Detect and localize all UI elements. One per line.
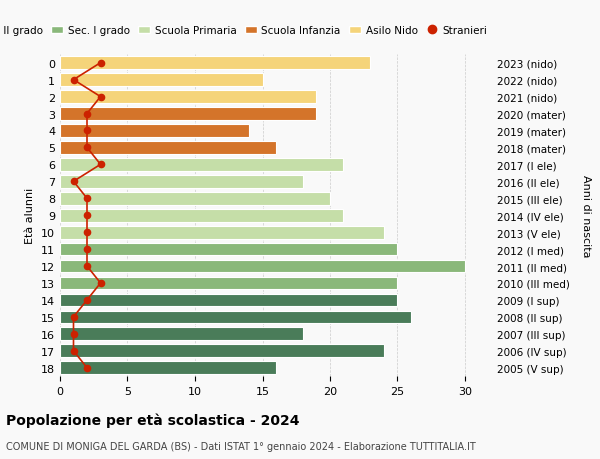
Bar (60, 91, 317, 104)
Bar (60, 226, 384, 239)
Bar (60, 345, 384, 358)
Bar (60, 209, 343, 222)
Bar (60, 175, 303, 188)
Bar (60, 260, 465, 273)
Bar (60, 159, 343, 171)
Bar (60, 277, 397, 290)
Bar (60, 108, 317, 121)
Bar (60, 243, 397, 256)
Y-axis label: Anni di nascita: Anni di nascita (581, 174, 591, 257)
Bar (60, 362, 276, 374)
Bar (60, 74, 263, 87)
Bar (60, 294, 397, 307)
Legend: Sec. II grado, Sec. I grado, Scuola Primaria, Scuola Infanzia, Asilo Nido, Stran: Sec. II grado, Sec. I grado, Scuola Prim… (0, 22, 491, 40)
Text: COMUNE DI MONIGA DEL GARDA (BS) - Dati ISTAT 1° gennaio 2024 - Elaborazione TUTT: COMUNE DI MONIGA DEL GARDA (BS) - Dati I… (6, 441, 476, 451)
Bar (60, 57, 370, 70)
Bar (60, 125, 249, 138)
Bar (60, 311, 411, 324)
Text: Popolazione per età scolastica - 2024: Popolazione per età scolastica - 2024 (6, 413, 299, 428)
Bar (60, 192, 330, 205)
Y-axis label: Età alunni: Età alunni (25, 188, 35, 244)
Bar (60, 328, 303, 341)
Bar (60, 142, 276, 154)
